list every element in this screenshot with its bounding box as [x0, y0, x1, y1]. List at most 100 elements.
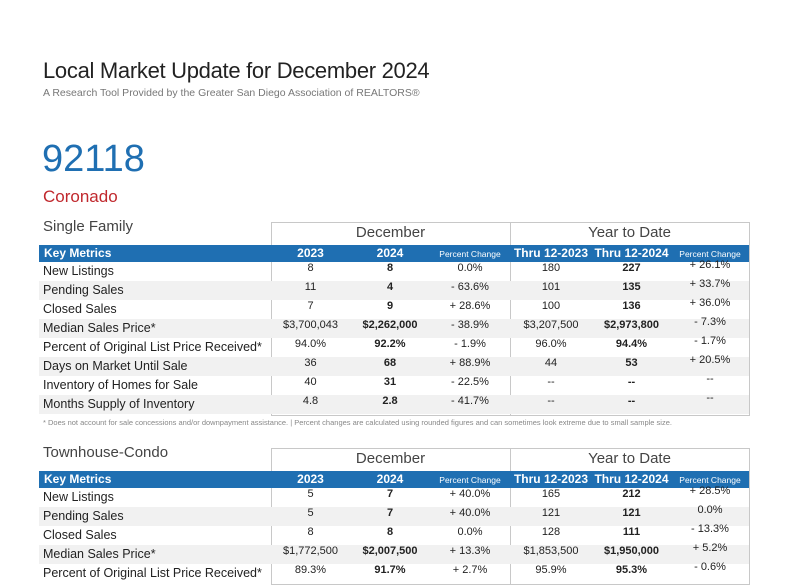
cell: 0.0% [697, 504, 723, 516]
cell: 101 [541, 281, 561, 293]
cell: 94.4% [615, 338, 648, 350]
column-header: Percent Change [439, 475, 501, 485]
row-label: New Listings [43, 490, 114, 504]
cell: 7 [307, 300, 314, 312]
cell: + 40.0% [449, 488, 491, 500]
row-label: Days on Market Until Sale [43, 359, 188, 373]
cell: $1,772,500 [282, 545, 339, 557]
cell: - 41.7% [451, 395, 489, 407]
cell: 0.0% [457, 262, 483, 274]
row-label: Inventory of Homes for Sale [43, 378, 198, 392]
cell: 212 [622, 488, 641, 500]
footnote: * Does not account for sale concessions … [43, 418, 672, 427]
cell: - 22.5% [451, 376, 489, 388]
cell: 36 [304, 357, 317, 369]
cell: - 0.6% [694, 561, 726, 573]
cell: - 63.6% [451, 281, 489, 293]
cell: $3,207,500 [523, 319, 579, 331]
header-row [39, 471, 749, 488]
cell: -- [627, 376, 636, 388]
cell: + 2.7% [452, 564, 488, 576]
cell: 128 [541, 526, 561, 538]
group-header: Year to Date [588, 224, 671, 241]
cell: 94.0% [294, 338, 327, 350]
cell: 180 [541, 262, 561, 274]
cell: -- [547, 395, 555, 407]
cell: $1,950,000 [603, 545, 660, 557]
cell: 11 [304, 281, 317, 293]
row-label: Pending Sales [43, 509, 124, 523]
cell: 8 [307, 526, 314, 538]
section-title: Single Family [43, 218, 134, 235]
cell: - 13.3% [691, 523, 729, 535]
cell: $3,700,043 [282, 319, 339, 331]
cell: 8 [386, 526, 394, 538]
cell: + 40.0% [449, 507, 491, 519]
column-header: 2024 [376, 246, 404, 260]
row-shade [39, 507, 749, 526]
cell: 100 [541, 300, 561, 312]
row-label: Median Sales Price* [43, 547, 156, 561]
cell: 8 [386, 262, 394, 274]
cell: 4.8 [302, 395, 319, 407]
cell: - 1.9% [454, 338, 486, 350]
cell: 95.3% [615, 564, 648, 576]
cell: 111 [622, 526, 641, 538]
cell: + 28.6% [449, 300, 491, 312]
column-header: Thru 12-2023 [513, 472, 589, 486]
header-row [39, 245, 749, 262]
cell: + 28.5% [689, 485, 731, 497]
city: Coronado [43, 187, 118, 206]
column-header: Thru 12-2023 [513, 246, 589, 260]
cell: 165 [541, 488, 561, 500]
cell: -- [706, 392, 714, 404]
section-title: Townhouse-Condo [43, 444, 169, 461]
row-label: Closed Sales [43, 302, 117, 316]
row-shade [39, 357, 749, 376]
row-label: Closed Sales [43, 528, 117, 542]
cell: 31 [383, 376, 397, 388]
cell: - 7.3% [694, 316, 726, 328]
column-header: Thru 12-2024 [594, 472, 669, 486]
column-header: 2023 [297, 246, 324, 260]
cell: + 26.1% [689, 259, 731, 271]
cell: + 20.5% [689, 354, 731, 366]
cell: 95.9% [535, 564, 567, 576]
cell: + 5.2% [692, 542, 728, 554]
cell: 92.2% [374, 338, 406, 350]
row-label: Percent of Original List Price Received* [43, 566, 262, 580]
subtitle: A Research Tool Provided by the Greater … [43, 87, 420, 99]
title: Local Market Update for December 2024 [43, 58, 430, 83]
cell: 40 [304, 376, 317, 388]
cell: 121 [541, 507, 561, 519]
row-label: Pending Sales [43, 283, 124, 297]
cell: 5 [307, 507, 314, 519]
cell: $2,262,000 [362, 319, 418, 331]
row-label: New Listings [43, 264, 114, 278]
row-label: Median Sales Price* [43, 321, 156, 335]
zip-code: 92118 [42, 138, 145, 180]
cell: 5 [307, 488, 314, 500]
cell: + 13.3% [449, 545, 491, 557]
row-shade [39, 395, 749, 414]
cell: 0.0% [457, 526, 483, 538]
cell: 4 [386, 281, 394, 293]
cell: $1,853,500 [523, 545, 579, 557]
cell: 89.3% [294, 564, 327, 576]
column-header: Thru 12-2024 [594, 246, 669, 260]
row-shade [39, 281, 749, 300]
cell: 91.7% [374, 564, 406, 576]
cell: - 38.9% [451, 319, 489, 331]
row-label: Months Supply of Inventory [43, 397, 195, 411]
cell: -- [706, 373, 714, 385]
column-header: Key Metrics [44, 472, 112, 486]
cell: 68 [383, 357, 397, 369]
cell: 8 [307, 262, 314, 274]
cell: $2,007,500 [362, 545, 418, 557]
cell: $2,973,800 [603, 319, 660, 331]
row-shade [39, 545, 749, 564]
cell: 9 [386, 300, 394, 312]
column-header: 2024 [376, 472, 404, 486]
cell: 7 [386, 507, 394, 519]
